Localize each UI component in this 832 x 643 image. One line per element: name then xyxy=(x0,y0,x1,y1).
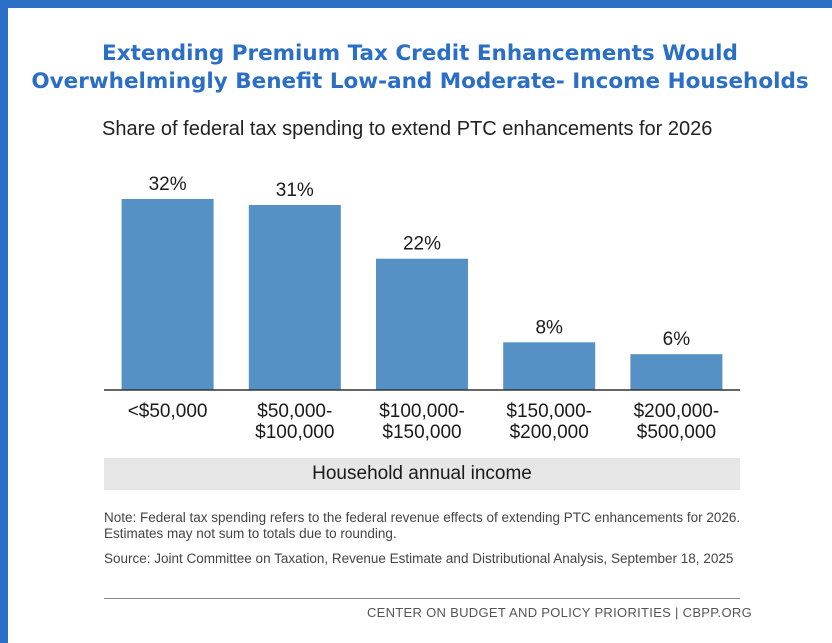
value-label-0: 32% xyxy=(149,174,187,195)
value-label-1: 31% xyxy=(276,180,314,201)
bars-group xyxy=(121,199,723,391)
tick-labels-group: <$50,000 $50,000-$100,000 $100,000-$150,00… xyxy=(128,401,719,443)
bar-1 xyxy=(248,205,341,390)
frame-top-border xyxy=(0,0,832,8)
chart-title-line-1: Extending Premium Tax Credit Enhancement… xyxy=(102,41,738,66)
bar-4 xyxy=(630,354,723,390)
chart-title: Extending Premium Tax Credit Enhancement… xyxy=(8,40,832,96)
value-label-2: 22% xyxy=(403,234,441,255)
tick-label-3: $150,000-$200,000 xyxy=(506,401,592,443)
chart-source: Source: Joint Committee on Taxation, Rev… xyxy=(104,551,734,566)
bar-0 xyxy=(121,199,214,390)
bar-3 xyxy=(503,342,596,391)
chart-title-line-2: Overwhelmingly Benefit Low-and Moderate-… xyxy=(31,69,809,94)
footer-credit: CENTER ON BUDGET AND POLICY PRIORITIES |… xyxy=(366,605,752,620)
tick-label-0: <$50,000 xyxy=(128,401,208,422)
footer-divider xyxy=(104,598,740,599)
tick-label-4: $200,000-$500,000 xyxy=(634,401,720,443)
bar-chart: 32% 31% 22% 8% 6% <$50,000 $50,000-$100,000 $1… xyxy=(104,174,740,443)
tick-label-1: $50,000-$100,000 xyxy=(255,401,334,443)
chart-subtitle: Share of federal tax spending to extend … xyxy=(102,118,713,140)
value-labels-group: 32% 31% 22% 8% 6% xyxy=(149,174,691,350)
tick-label-2: $100,000-$150,000 xyxy=(379,401,465,443)
value-label-4: 6% xyxy=(663,329,691,350)
chart-note: Note: Federal tax spending refers to the… xyxy=(104,510,741,541)
bar-2 xyxy=(376,258,468,390)
value-label-3: 8% xyxy=(535,317,563,338)
x-axis-label: Household annual income xyxy=(104,458,740,490)
frame-left-border xyxy=(0,0,8,643)
